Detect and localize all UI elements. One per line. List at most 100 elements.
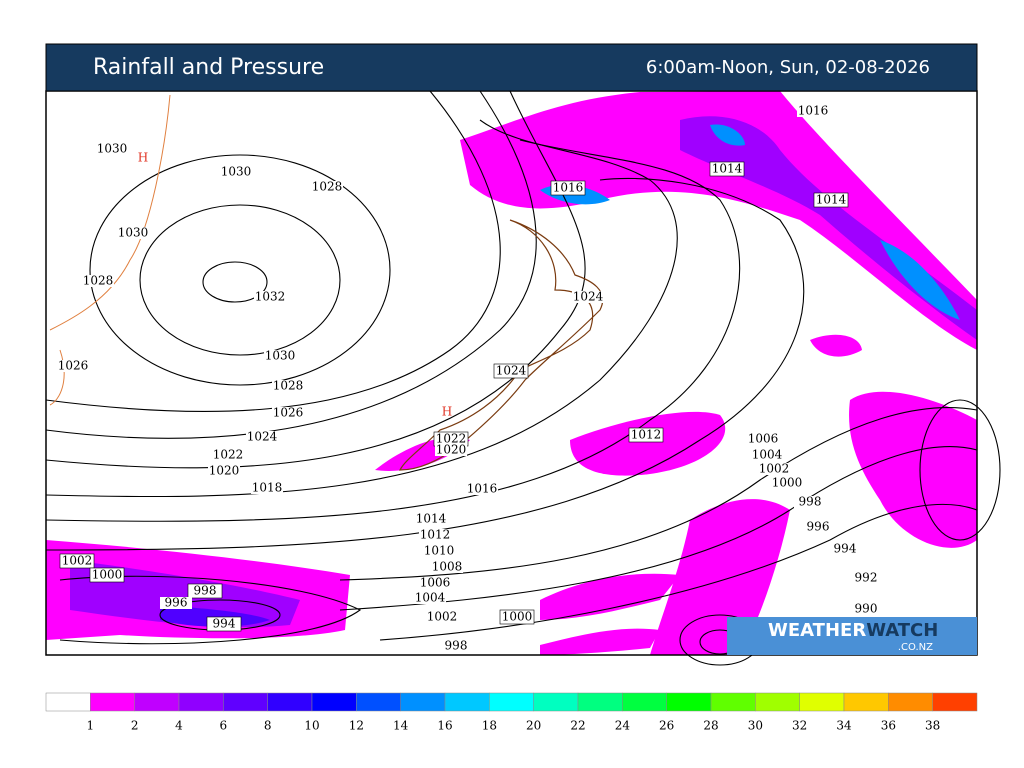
isobar-label: 1026 [273,406,304,420]
isobar-label: 1030 [118,226,149,240]
legend-tick-label: 38 [925,719,940,733]
isobar-label: 1022 [213,448,244,462]
isobar-label: 1000 [92,568,123,582]
isobar-label: 1022 [436,432,467,446]
rain-area [540,573,680,655]
isobar-label: 1014 [416,512,447,526]
legend-tick-label: 6 [220,719,228,733]
isobar-label: 1004 [752,448,783,462]
label-backdrop [272,380,304,392]
isobar-label: 994 [213,617,236,631]
legend-swatch [932,692,978,712]
legend-swatch [223,692,268,712]
legend-tick-label: 32 [792,719,807,733]
legend-swatch [622,692,667,712]
isobar-label: 1030 [221,165,252,179]
legend-tick-label: 24 [615,719,631,733]
rain-area [160,605,270,627]
isobar-label: 1016 [798,104,829,118]
label-backdrop [246,431,278,443]
legend-tick-label: 10 [304,719,319,733]
label-backdrop [251,482,283,494]
label-backdrop [758,463,790,475]
legend-tick-label: 1 [87,719,95,733]
high-pressure-label: H [138,151,148,165]
isobar-label: 998 [445,639,468,653]
label-backdrop [794,496,826,508]
legend-tick-label: 20 [526,719,541,733]
isobar-label: 1016 [553,181,584,195]
label-backdrop [415,513,447,525]
label-backdrop [797,105,829,117]
label-box [493,363,529,379]
isobar [45,90,501,413]
rain-area [680,116,977,340]
label-backdrop [440,640,472,652]
isobar-label: 1028 [312,180,343,194]
label-box [709,161,745,177]
legend-tick-label: 16 [437,719,452,733]
coastline [49,94,171,406]
isobar-label: 1006 [748,432,779,446]
label-backdrop [96,143,128,155]
isobar [89,154,391,386]
isobar-label: 1028 [273,379,304,393]
legend-tick-label: 36 [881,719,896,733]
rain-area [460,91,977,350]
label-backdrop [57,360,89,372]
rain-area [70,560,300,628]
isobar-label: 1020 [209,464,240,478]
label-backdrop [850,572,882,584]
label-backdrop [435,444,467,456]
isobar-label: 1024 [496,364,527,378]
label-backdrop [220,166,252,178]
legend-tick-label: 18 [482,719,497,733]
legend-swatch [755,692,800,712]
isobar [45,177,805,551]
isobar-label: 1026 [58,359,89,373]
label-box [187,583,223,599]
isobar-label: 1002 [427,610,458,624]
legend-swatch [489,692,534,712]
isobar-label: 996 [807,520,830,534]
isobar-label: 1024 [247,430,278,444]
logo-part: WATCH [866,620,938,641]
label-backdrop [751,449,783,461]
isobar-label: 1012 [631,428,662,442]
isobar-label: 1006 [420,576,451,590]
label-box [206,616,242,632]
legend-tick-label: 4 [175,719,183,733]
legend-tick-label: 22 [570,719,585,733]
legend-swatch [444,692,490,712]
isobar-label: 1016 [467,482,498,496]
label-box [813,192,849,208]
legend-swatch [311,692,357,712]
isobar [339,446,978,611]
isobar-label: 1028 [83,274,114,288]
legend-swatch [45,692,91,712]
isobar-label: 1002 [759,462,790,476]
label-backdrop [160,597,192,609]
label-backdrop [311,181,343,193]
label-backdrop [466,483,498,495]
rain-area [570,411,726,476]
label-backdrop [117,227,149,239]
isobar-label: 1030 [97,142,128,156]
isobar-label: 998 [194,584,217,598]
legend-swatch [356,692,401,712]
legend-swatch [400,692,446,712]
isobar-label: 1014 [816,193,847,207]
isobar [139,204,341,356]
isobar-label: 1000 [502,610,533,624]
label-backdrop [572,291,604,303]
isobar-label: 996 [165,596,188,610]
isobar-label: 994 [834,542,857,556]
label-backdrop [423,545,455,557]
label-backdrop [419,577,451,589]
legend: 1 2 4 6 8 10 12 14 16 18 20 22 24 26 28 30 32 34 36 38 [45,692,978,733]
rain-area [650,499,790,655]
legend-swatch [666,692,712,712]
label-backdrop [414,592,446,604]
isobar-label: 1030 [265,349,296,363]
